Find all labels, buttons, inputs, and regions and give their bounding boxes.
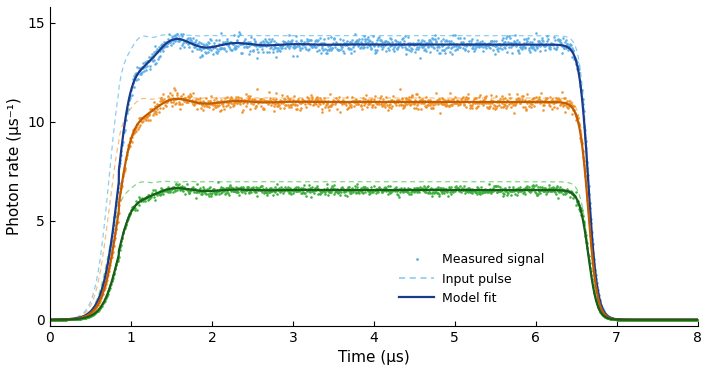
X-axis label: Time (μs): Time (μs): [338, 350, 410, 365]
Y-axis label: Photon rate (μs⁻¹): Photon rate (μs⁻¹): [7, 97, 22, 235]
Legend: Measured signal, Input pulse, Model fit: Measured signal, Input pulse, Model fit: [394, 248, 549, 310]
